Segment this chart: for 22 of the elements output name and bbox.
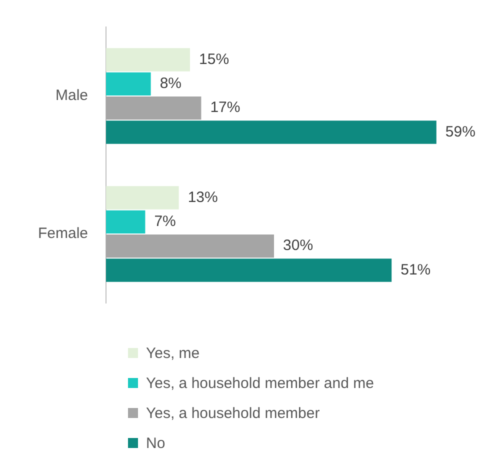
bar: [106, 96, 202, 120]
legend-label: Yes, a household member and me: [146, 374, 374, 392]
data-label: 13%: [188, 188, 218, 206]
bar: [106, 120, 436, 144]
data-label: 15%: [199, 50, 230, 68]
y-tick-label: Female: [38, 225, 88, 242]
data-label: 8%: [160, 75, 182, 92]
data-label: 17%: [210, 99, 240, 116]
y-tick-label: Male: [56, 87, 88, 104]
legend-label: Yes, a household member: [146, 404, 320, 422]
legend-label: Yes, me: [146, 344, 200, 362]
data-label: 30%: [283, 237, 314, 254]
data-label: 59%: [445, 123, 476, 140]
bar: [106, 48, 190, 72]
bar: [106, 210, 146, 234]
data-label: 7%: [154, 213, 176, 230]
bar: [106, 258, 392, 282]
bar: [106, 186, 179, 210]
bar: [106, 234, 274, 258]
bar: [106, 72, 151, 96]
data-label: 51%: [400, 261, 431, 278]
legend-label: No: [146, 434, 166, 452]
